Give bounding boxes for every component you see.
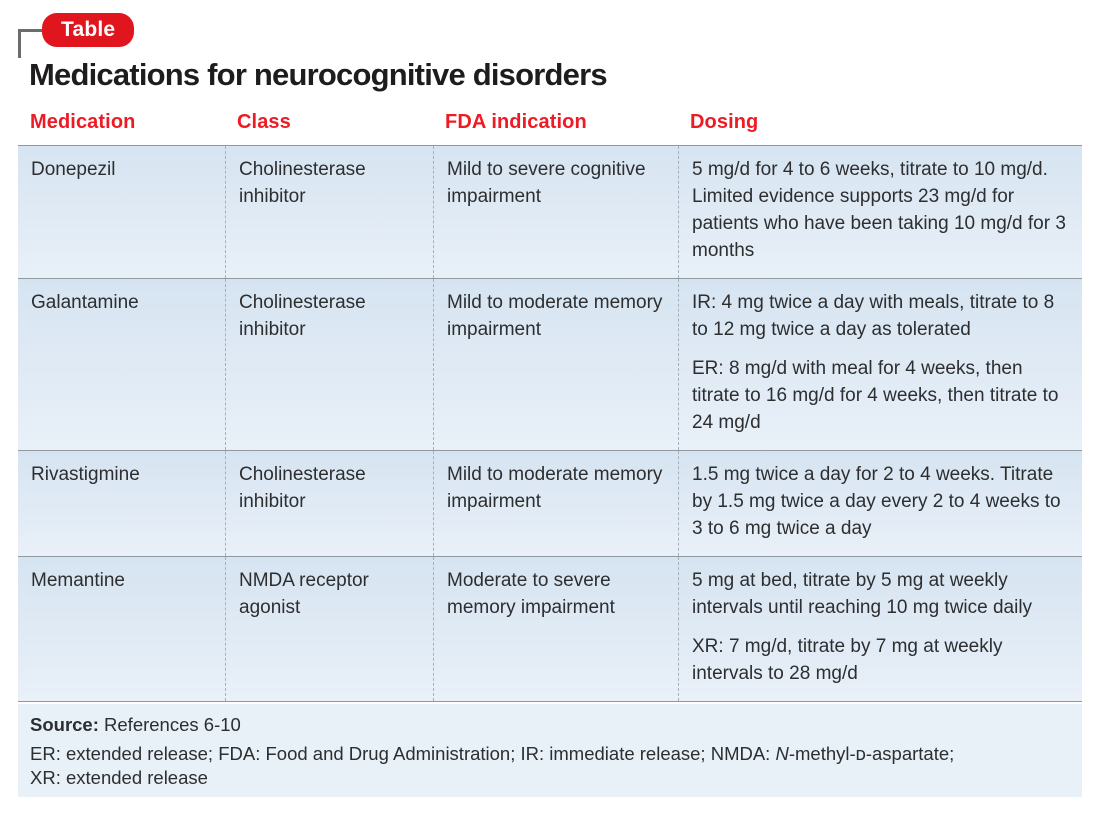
medications-table: Medication Class FDA indication Dosing D…	[18, 107, 1082, 797]
class-cell: NMDA receptor agonist	[225, 557, 433, 701]
dosing-cell: 1.5 mg twice a day for 2 to 4 weeks. Tit…	[678, 451, 1082, 556]
column-header-dosing: Dosing	[690, 111, 759, 133]
abbreviations-note-line2: XR: extended release	[30, 767, 208, 788]
class-cell: Cholinesterase inhibitor	[225, 451, 433, 556]
fda-indication-cell: Moderate to severe memory impairment	[433, 557, 678, 701]
source-label: Source:	[30, 714, 99, 735]
fda-indication-cell: Mild to severe cognitive impairment	[433, 146, 678, 278]
dosing-paragraph: 5 mg/d for 4 to 6 weeks, titrate to 10 m…	[692, 159, 1066, 261]
source-note: Source: References 6-10	[30, 713, 1068, 737]
table-body: Donepezil Cholinesterase inhibitor Mild …	[18, 145, 1082, 702]
fda-indication-cell: Mild to moderate memory impairment	[433, 451, 678, 556]
medication-cell: Donepezil	[31, 159, 116, 180]
abbrev-text: -methyl-ᴅ-aspartate;	[788, 743, 955, 764]
dosing-paragraph: IR: 4 mg twice a day with meals, titrate…	[692, 292, 1055, 340]
dosing-cell: IR: 4 mg twice a day with meals, titrate…	[678, 279, 1082, 450]
column-header-class: Class	[237, 111, 291, 133]
table-row-memantine: Memantine NMDA receptor agonist Moderate…	[18, 556, 1082, 701]
table-badge: Table	[42, 13, 135, 47]
table-header-row: Medication Class FDA indication Dosing	[18, 107, 1082, 145]
abbreviations-note: ER: extended release; FDA: Food and Drug…	[30, 742, 1068, 766]
abbrev-text: ER: extended release; FDA: Food and Drug…	[30, 743, 776, 764]
medication-cell: Memantine	[31, 570, 125, 591]
medication-cell: Galantamine	[31, 292, 139, 313]
dosing-paragraph: 1.5 mg twice a day for 2 to 4 weeks. Tit…	[692, 464, 1061, 539]
medication-cell: Rivastigmine	[31, 464, 140, 485]
column-header-fda-indication: FDA indication	[445, 111, 587, 133]
class-cell: Cholinesterase inhibitor	[225, 279, 433, 450]
table-footnote: Source: References 6-10 ER: extended rel…	[18, 704, 1082, 797]
table-row-galantamine: Galantamine Cholinesterase inhibitor Mil…	[18, 278, 1082, 450]
table-row-donepezil: Donepezil Cholinesterase inhibitor Mild …	[18, 146, 1082, 278]
dosing-cell: 5 mg/d for 4 to 6 weeks, titrate to 10 m…	[678, 146, 1082, 278]
figure-corner-bracket	[18, 29, 48, 58]
fda-indication-cell: Mild to moderate memory impairment	[433, 279, 678, 450]
column-header-medication: Medication	[30, 111, 136, 133]
dosing-paragraph: ER: 8 mg/d with meal for 4 weeks, then t…	[692, 358, 1059, 433]
abbrev-nmda-n: N	[775, 743, 789, 764]
source-text: References 6-10	[98, 714, 241, 735]
class-cell: Cholinesterase inhibitor	[225, 146, 433, 278]
dosing-paragraph: XR: 7 mg/d, titrate by 7 mg at weekly in…	[692, 636, 1003, 684]
dosing-paragraph: 5 mg at bed, titrate by 5 mg at weekly i…	[692, 570, 1033, 618]
table-row-rivastigmine: Rivastigmine Cholinesterase inhibitor Mi…	[18, 450, 1082, 556]
page-title: Medications for neurocognitive disorders	[29, 57, 608, 92]
dosing-cell: 5 mg at bed, titrate by 5 mg at weekly i…	[678, 557, 1082, 701]
